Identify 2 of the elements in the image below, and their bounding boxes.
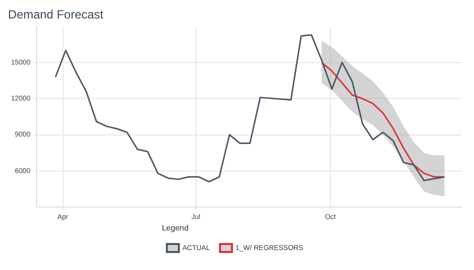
chart-title: Demand Forecast bbox=[8, 8, 104, 22]
legend-title: Legend bbox=[162, 224, 189, 233]
